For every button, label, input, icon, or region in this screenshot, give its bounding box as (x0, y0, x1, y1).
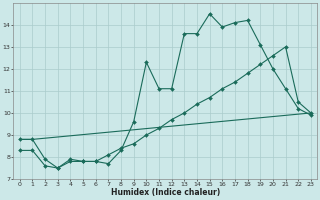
X-axis label: Humidex (Indice chaleur): Humidex (Indice chaleur) (111, 188, 220, 197)
